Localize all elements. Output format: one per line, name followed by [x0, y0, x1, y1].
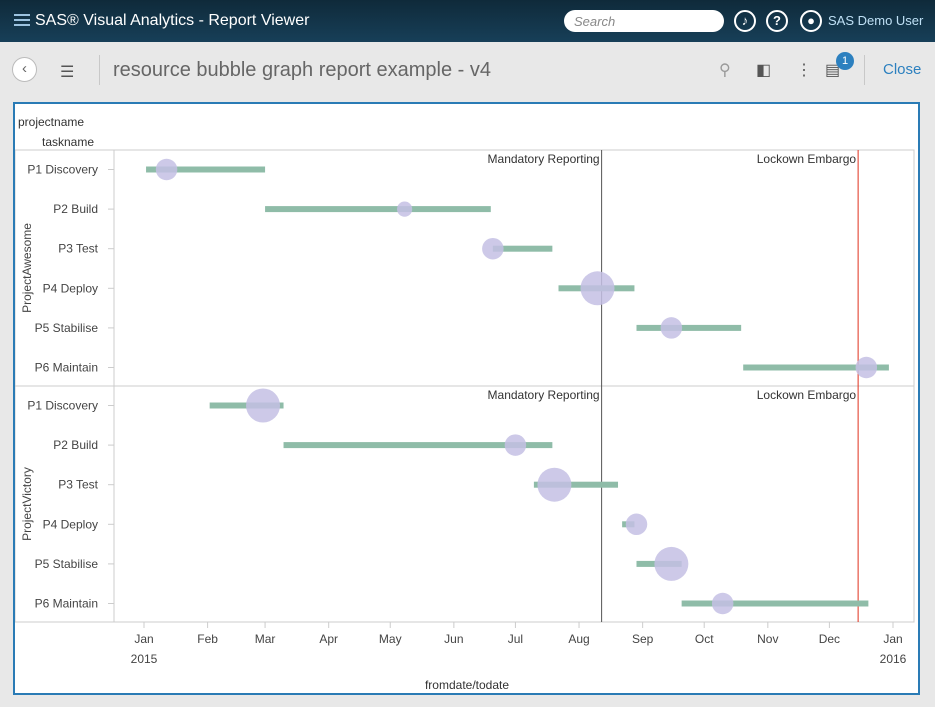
notification-badge: 1 — [836, 52, 854, 70]
task-bubble — [155, 158, 178, 181]
x-tick-label: Jun — [444, 632, 463, 646]
task-label: P3 Test — [58, 478, 98, 492]
user-name[interactable]: SAS Demo User — [828, 13, 924, 28]
task-label: P4 Deploy — [43, 517, 98, 531]
task-label: P5 Stabilise — [35, 321, 99, 335]
x-tick-label: Aug — [568, 632, 589, 646]
task-bubble — [625, 513, 648, 536]
reference-line-label: Mandatory Reporting — [488, 152, 600, 166]
search-input[interactable] — [564, 10, 724, 32]
project-label-projectvictory: ProjectVictory — [20, 467, 34, 541]
task-bar — [492, 245, 553, 252]
task-bar — [283, 442, 553, 449]
task-bubble — [711, 592, 734, 615]
x-tick-year-label: 2015 — [131, 652, 158, 666]
task-bubble — [855, 356, 878, 379]
task-bubble — [580, 271, 615, 306]
user-avatar-icon[interactable]: ● — [800, 10, 822, 32]
x-tick-label: Jul — [508, 632, 523, 646]
search-icon[interactable]: ⚲ — [703, 11, 723, 31]
bubble-gantt-chart: projectname taskname fromdate/todate Jan… — [14, 115, 915, 692]
x-tick-label: Apr — [319, 632, 338, 646]
panel-toggle-icon[interactable]: ◧ — [756, 62, 772, 79]
task-label: P2 Build — [53, 202, 98, 216]
x-tick-label: Dec — [819, 632, 840, 646]
row-header-projectname: projectname — [18, 115, 84, 129]
x-tick-label: Oct — [695, 632, 714, 646]
task-bubble — [246, 388, 281, 423]
task-bubble — [537, 467, 572, 502]
reference-line-label: Lockown Embargo — [757, 388, 857, 402]
task-bubble — [504, 434, 527, 456]
task-label: P6 Maintain — [35, 361, 98, 375]
x-tick-label: Sep — [632, 632, 654, 646]
x-tick-year-label: 2016 — [880, 652, 907, 666]
task-label: P6 Maintain — [35, 597, 98, 611]
x-tick-label: Feb — [197, 632, 218, 646]
x-tick-label: Nov — [757, 632, 778, 646]
x-tick-label: Jan — [134, 632, 153, 646]
pin-icon[interactable]: ⚲ — [719, 62, 731, 79]
task-bubble — [482, 237, 504, 260]
table-of-contents-icon[interactable]: ☰ — [60, 64, 75, 81]
task-label: P1 Discovery — [27, 399, 98, 413]
task-bubble — [654, 546, 689, 581]
more-options-icon[interactable]: ⋮ — [796, 62, 812, 79]
back-button[interactable]: ‹ — [12, 57, 37, 82]
app-title: SAS® Visual Analytics - Report Viewer — [35, 12, 310, 29]
task-bar — [743, 364, 889, 371]
task-bar — [681, 600, 869, 607]
task-bar — [146, 166, 266, 173]
task-bar — [636, 324, 742, 331]
notes-icon[interactable]: ▤ — [825, 62, 841, 79]
bell-icon[interactable]: ♪ — [734, 10, 756, 32]
report-panel: projectname taskname fromdate/todate Jan… — [13, 102, 920, 695]
close-button[interactable]: Close — [883, 61, 922, 78]
project-label-projectawesome: ProjectAwesome — [20, 223, 34, 313]
x-tick-label: May — [379, 632, 402, 646]
divider — [864, 55, 865, 85]
x-tick-label: Jan — [883, 632, 902, 646]
task-label: P3 Test — [58, 242, 98, 256]
task-label: P4 Deploy — [43, 281, 98, 295]
task-label: P1 Discovery — [27, 163, 98, 177]
divider — [99, 55, 100, 85]
x-tick-label: Mar — [255, 632, 276, 646]
task-label: P5 Stabilise — [35, 557, 99, 571]
task-bar — [265, 206, 491, 213]
reference-line-label: Lockown Embargo — [757, 152, 857, 166]
row-header-taskname: taskname — [42, 135, 94, 149]
help-icon[interactable]: ? — [766, 10, 788, 32]
x-axis-label: fromdate/todate — [425, 678, 509, 692]
app-header: SAS® Visual Analytics - Report Viewer ⚲ … — [0, 0, 935, 42]
report-title: resource bubble graph report example - v… — [113, 59, 491, 81]
reference-line-label: Mandatory Reporting — [488, 388, 600, 402]
task-bubble — [397, 201, 413, 217]
task-bubble — [660, 317, 683, 339]
task-label: P2 Build — [53, 438, 98, 452]
task-bar — [533, 481, 619, 488]
hamburger-menu-icon[interactable] — [14, 14, 30, 26]
